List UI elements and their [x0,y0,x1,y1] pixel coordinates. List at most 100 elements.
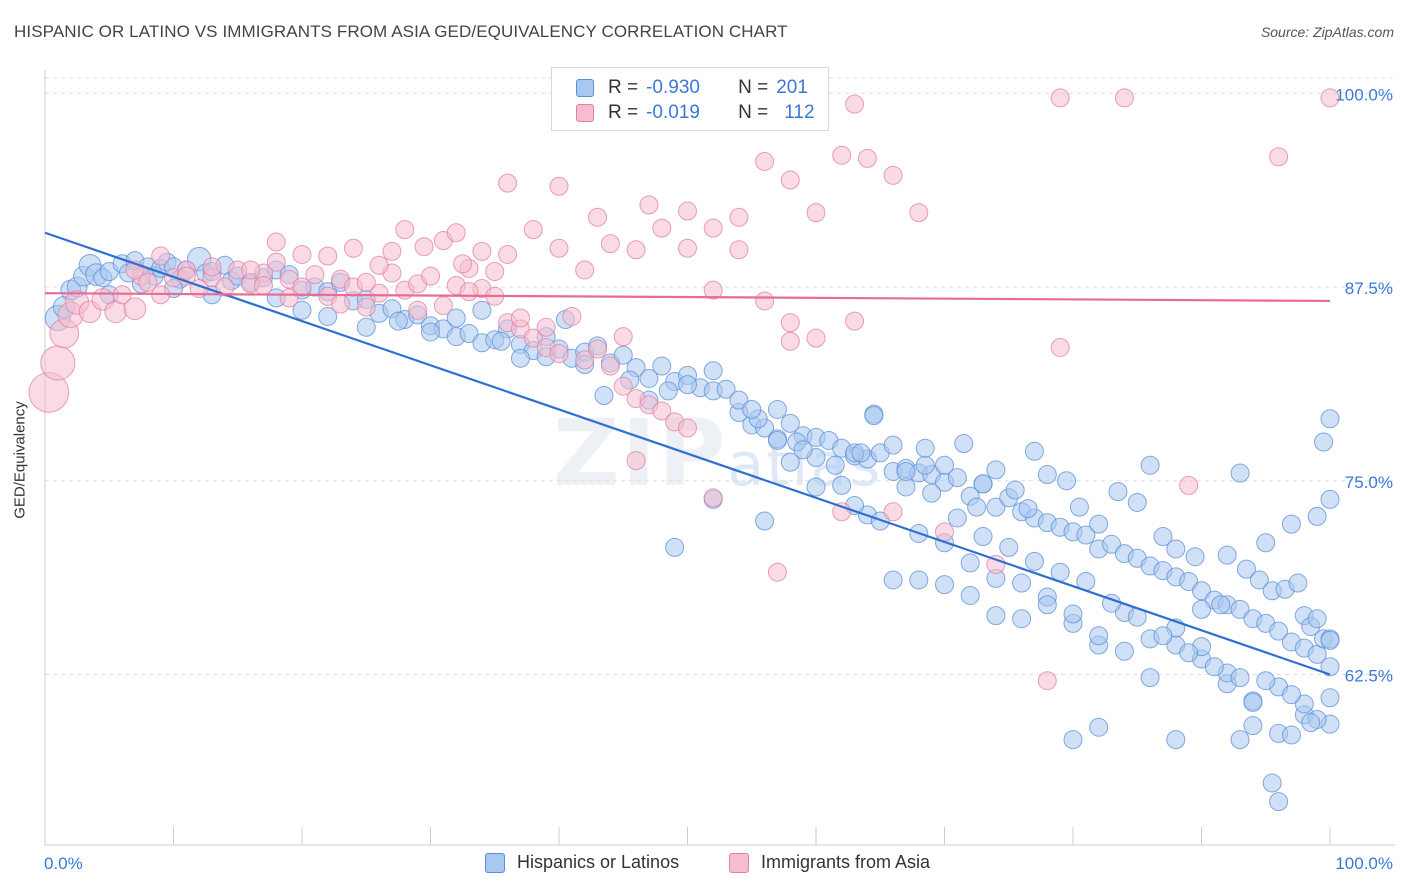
point-hispanics [1230,730,1250,750]
point-asia [755,151,775,171]
trendline-asia [44,292,1331,303]
point-hispanics [935,455,954,475]
point-hispanics [999,537,1019,557]
point-hispanics [613,345,633,365]
point-asia [652,401,672,421]
point-hispanics [652,356,672,376]
point-hispanics [1256,671,1276,691]
point-asia [343,238,363,258]
point-asia [1114,88,1134,108]
point-hispanics [1102,534,1122,554]
legend-label-hispanics: Hispanics or Latinos [517,852,680,872]
point-hispanics [472,300,492,320]
point-asia [935,522,954,542]
point-asia [510,308,530,328]
point-asia [369,283,389,303]
point-hispanics [780,413,800,433]
point-asia [523,220,543,240]
point-hispanics [986,460,1006,480]
point-asia [382,241,402,261]
point-hispanics [1192,581,1211,601]
point-hispanics [1243,692,1263,712]
point-asia [202,257,222,277]
point-hispanics [986,606,1006,626]
legend-r-value: -0.930 [646,77,700,98]
series-legend: Hispanics or Latinos Immigrants from Asi… [0,852,1406,878]
legend-n-label: N = [738,102,769,123]
point-hispanics [1179,572,1199,591]
y-tick-label: 100.0% [1335,85,1393,104]
point-hispanics [1012,609,1032,629]
chart-source: Source: ZipAtlas.com [1260,24,1394,40]
point-asia [215,277,235,297]
point-hispanics [639,368,659,388]
point-hispanics [1140,668,1160,688]
point-asia [626,240,646,260]
point-hispanics [421,322,440,342]
point-hispanics [678,375,697,395]
point-asia [909,203,929,223]
point-asia [639,195,659,215]
point-asia [729,240,749,260]
point-hispanics [960,585,980,605]
point-hispanics [1037,465,1057,485]
point-hispanics [780,452,800,472]
point-hispanics [793,440,813,460]
point-hispanics [491,331,511,351]
point-hispanics [1069,497,1089,517]
point-asia [549,344,569,364]
point-hispanics [388,311,408,331]
point-asia [1050,88,1070,108]
point-asia [549,176,569,196]
legend-item-hispanics[interactable]: Hispanics or Latinos [485,852,679,873]
point-hispanics [1076,525,1096,545]
point-hispanics [832,475,852,495]
point-hispanics [1230,463,1250,483]
point-hispanics [1243,716,1263,736]
point-asia [600,356,620,376]
legend-row-asia: R = -0.019 N = 112 [576,101,815,125]
point-hispanics [973,474,993,494]
point-hispanics [883,570,903,590]
point-hispanics [986,497,1006,517]
point-hispanics [292,300,312,320]
point-hispanics [1089,514,1109,534]
point-hispanics [1140,455,1160,475]
point-asia [123,297,147,321]
point-hispanics [1179,643,1199,663]
x-tick-label: 0.0% [44,854,83,873]
point-asia [986,554,1006,574]
point-asia [729,207,749,227]
point-hispanics [729,390,749,410]
point-asia [755,291,775,311]
point-hispanics [960,553,980,573]
point-asia [395,220,415,240]
legend-item-asia[interactable]: Immigrants from Asia [729,852,930,873]
point-hispanics [1192,599,1211,619]
point-asia [356,297,376,317]
point-hispanics [716,379,736,399]
point-asia [459,282,479,302]
point-hispanics [1089,717,1109,737]
point-asia [104,300,127,324]
point-asia [613,376,633,396]
legend-r-label: R = [608,77,639,98]
point-asia [498,244,518,264]
point-hispanics [915,438,935,458]
point-hispanics [318,306,338,326]
point-hispanics [1211,595,1231,615]
point-asia [703,280,723,300]
point-asia [588,207,608,227]
point-hispanics [1269,792,1289,812]
point-hispanics [1204,657,1224,677]
point-asia [780,331,800,351]
point-hispanics [1314,432,1334,452]
point-asia [767,562,787,582]
point-asia [292,244,312,264]
point-asia [806,328,826,348]
point-asia [845,311,865,331]
point-asia [331,294,351,314]
point-hispanics [1320,657,1340,677]
point-asia [857,148,877,168]
point-hispanics [1230,599,1250,619]
